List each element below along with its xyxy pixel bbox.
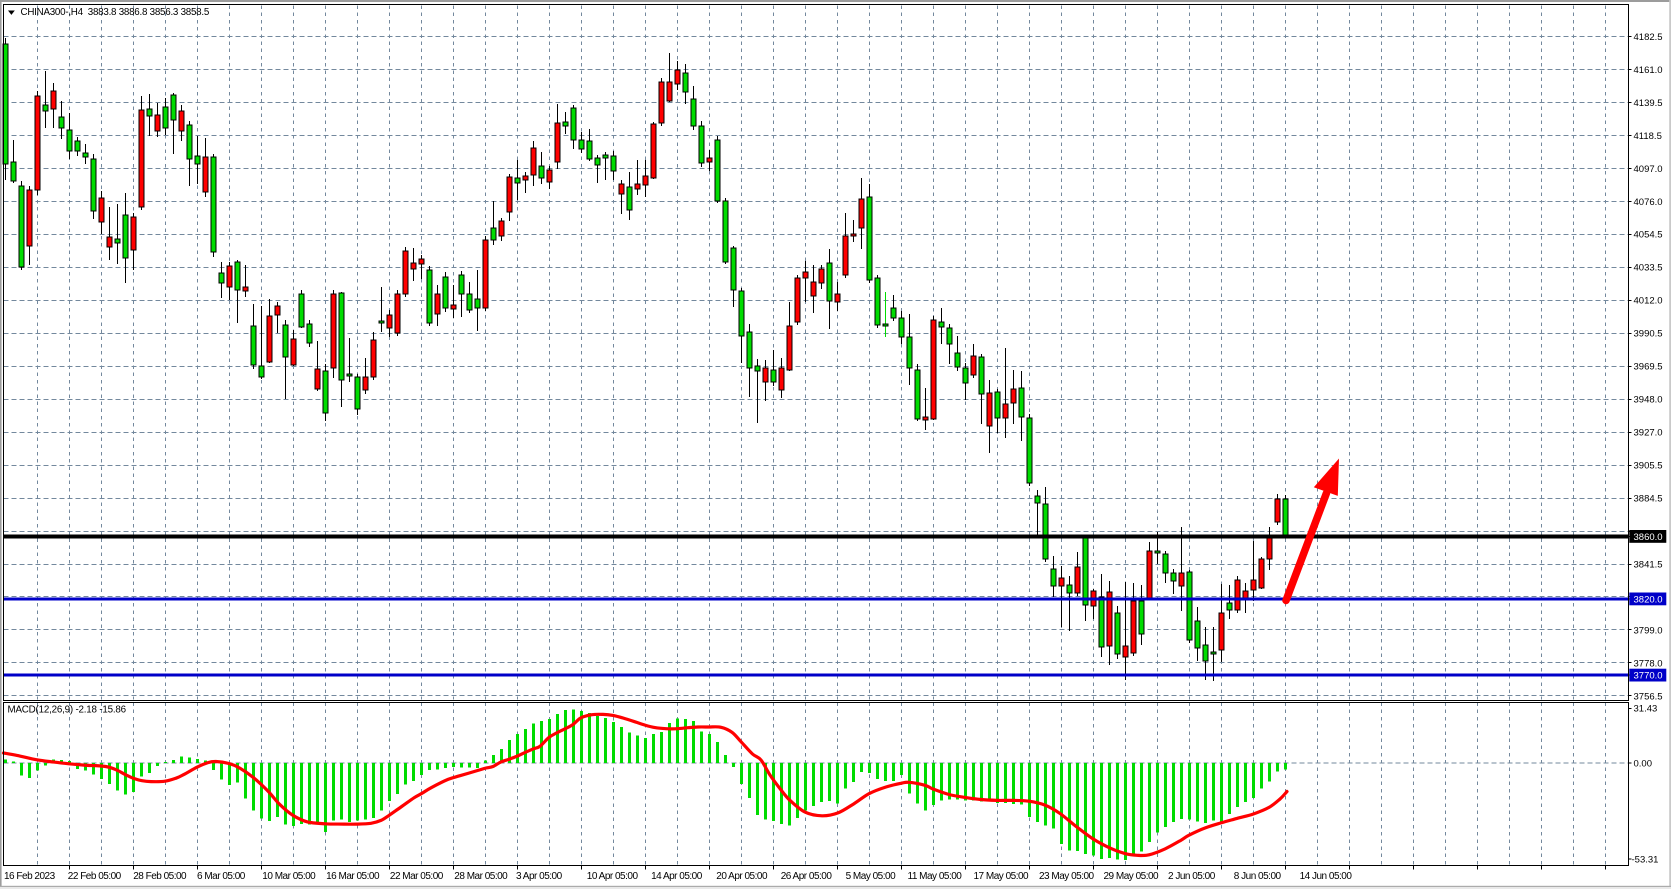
svg-text:10 Mar 05:00: 10 Mar 05:00 <box>262 871 316 882</box>
svg-text:11 May 05:00: 11 May 05:00 <box>908 871 963 882</box>
svg-text:16 Feb 2023: 16 Feb 2023 <box>4 871 56 882</box>
svg-text:4097.0: 4097.0 <box>1634 164 1663 175</box>
svg-text:22 Feb 05:00: 22 Feb 05:00 <box>68 871 122 882</box>
svg-text:10 Apr 05:00: 10 Apr 05:00 <box>587 871 639 882</box>
svg-text:3756.5: 3756.5 <box>1634 691 1663 702</box>
svg-text:16 Mar 05:00: 16 Mar 05:00 <box>326 871 380 882</box>
svg-text:3905.5: 3905.5 <box>1634 461 1663 472</box>
svg-text:29 May 05:00: 29 May 05:00 <box>1104 871 1160 882</box>
svg-text:5 May 05:00: 5 May 05:00 <box>846 871 896 882</box>
svg-text:17 May 05:00: 17 May 05:00 <box>974 871 1030 882</box>
svg-text:4054.5: 4054.5 <box>1634 230 1663 241</box>
svg-text:-53.31: -53.31 <box>1632 855 1659 866</box>
svg-text:3948.0: 3948.0 <box>1634 395 1663 406</box>
svg-text:28 Feb 05:00: 28 Feb 05:00 <box>133 871 187 882</box>
svg-text:31.43: 31.43 <box>1634 704 1658 715</box>
svg-text:2 Jun 05:00: 2 Jun 05:00 <box>1168 871 1216 882</box>
svg-text:3860.0: 3860.0 <box>1634 532 1663 543</box>
svg-text:4182.5: 4182.5 <box>1634 32 1663 43</box>
svg-text:CHINA300-,H4 3883.8 3886.8 38: CHINA300-,H4 3883.8 3886.8 3856.3 3858.5 <box>21 7 210 18</box>
svg-text:28 Mar 05:00: 28 Mar 05:00 <box>454 871 508 882</box>
svg-text:14 Apr 05:00: 14 Apr 05:00 <box>651 871 703 882</box>
svg-text:3969.5: 3969.5 <box>1634 362 1663 373</box>
svg-text:26 Apr 05:00: 26 Apr 05:00 <box>781 871 833 882</box>
svg-text:3820.0: 3820.0 <box>1634 594 1663 605</box>
svg-text:3927.0: 3927.0 <box>1634 428 1663 439</box>
svg-text:3 Apr 05:00: 3 Apr 05:00 <box>516 871 563 882</box>
svg-text:4118.5: 4118.5 <box>1634 131 1662 142</box>
svg-text:20 Apr 05:00: 20 Apr 05:00 <box>716 871 768 882</box>
svg-text:3884.5: 3884.5 <box>1634 494 1663 505</box>
svg-text:3841.5: 3841.5 <box>1634 559 1663 570</box>
svg-text:3990.5: 3990.5 <box>1634 329 1663 340</box>
svg-text:4033.5: 4033.5 <box>1634 263 1663 274</box>
svg-text:4161.0: 4161.0 <box>1634 65 1663 76</box>
svg-text:8 Jun 05:00: 8 Jun 05:00 <box>1234 871 1282 882</box>
svg-text:0.00: 0.00 <box>1634 759 1653 770</box>
svg-text:3778.0: 3778.0 <box>1634 658 1663 669</box>
svg-text:4139.5: 4139.5 <box>1634 98 1663 109</box>
svg-text:14 Jun 05:00: 14 Jun 05:00 <box>1300 871 1353 882</box>
svg-text:3799.0: 3799.0 <box>1634 625 1663 636</box>
svg-text:4076.0: 4076.0 <box>1634 197 1663 208</box>
svg-text:6 Mar 05:00: 6 Mar 05:00 <box>197 871 246 882</box>
svg-text:MACD(12,26,9) -2.18 -15.86: MACD(12,26,9) -2.18 -15.86 <box>8 705 127 716</box>
svg-text:3770.0: 3770.0 <box>1634 671 1663 682</box>
svg-text:22 Mar 05:00: 22 Mar 05:00 <box>390 871 444 882</box>
svg-text:23 May 05:00: 23 May 05:00 <box>1039 871 1095 882</box>
svg-text:4012.0: 4012.0 <box>1634 296 1663 307</box>
